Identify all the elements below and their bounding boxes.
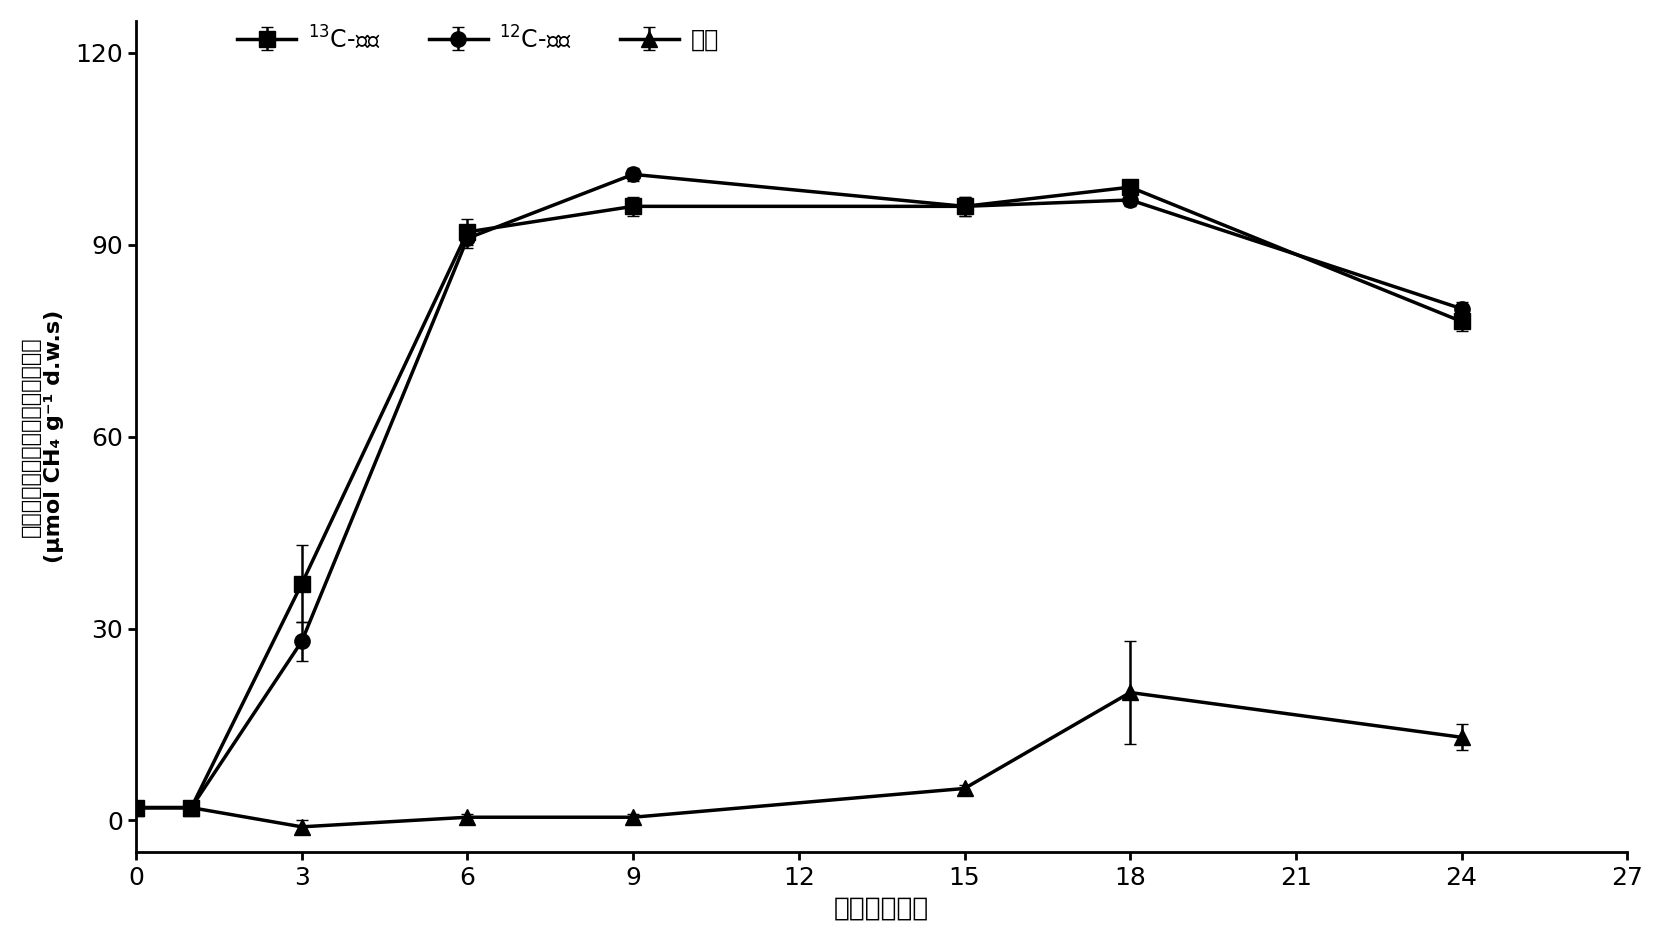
Y-axis label: 微宇宙培育实验中甲烷气体的浓度
(μmol CH₄ g⁻¹ d.w.s): 微宇宙培育实验中甲烷气体的浓度 (μmol CH₄ g⁻¹ d.w.s) — [22, 310, 63, 563]
Legend: $^{13}$C-甲酸, $^{12}$C-甲酸, 对照: $^{13}$C-甲酸, $^{12}$C-甲酸, 对照 — [238, 24, 719, 52]
X-axis label: 时间（天数）: 时间（天数） — [834, 895, 929, 921]
